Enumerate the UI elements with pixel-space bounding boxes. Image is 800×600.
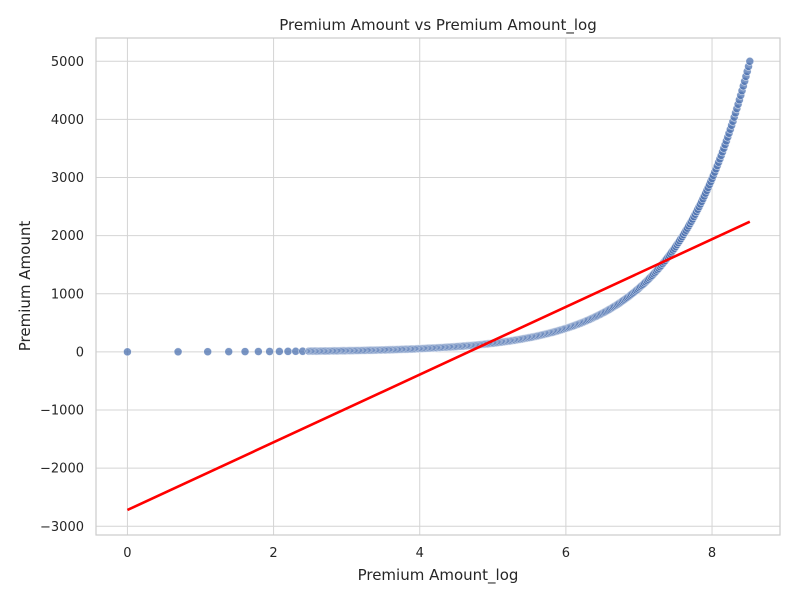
scatter-point	[283, 347, 293, 356]
x-tick-label: 0	[123, 546, 131, 561]
y-tick-label: 3000	[51, 171, 84, 186]
y-tick-label: 5000	[51, 55, 84, 70]
regression-line-layer	[126, 220, 751, 512]
scatter-point	[254, 347, 263, 356]
y-tick-labels: −3000 −2000 −1000 0 1000 2000 3000 4000 5000	[40, 55, 84, 535]
x-tick-label: 6	[562, 546, 570, 561]
scatter-point	[745, 57, 755, 66]
y-tick-label: −2000	[40, 462, 84, 477]
y-tick-label: 4000	[51, 113, 84, 128]
x-tick-labels: 0 2 4 6 8	[123, 546, 716, 561]
scatter-point	[275, 347, 284, 356]
scatter-point	[123, 347, 132, 357]
regression-line	[126, 220, 751, 512]
scatter-point	[240, 347, 250, 356]
scatter-point	[224, 347, 234, 356]
y-axis-label: Premium Amount	[16, 221, 34, 352]
scatter-point	[203, 347, 213, 357]
chart-title: Premium Amount vs Premium Amount_log	[279, 16, 597, 35]
scatter-points	[123, 57, 755, 357]
x-tick-label: 8	[708, 546, 716, 561]
grid-layer	[96, 38, 780, 535]
x-tick-label: 2	[269, 546, 277, 561]
scatter-point	[265, 347, 274, 356]
y-tick-label: 2000	[51, 229, 84, 244]
x-tick-label: 4	[416, 546, 424, 561]
y-tick-label: −3000	[40, 520, 84, 535]
scatter-point	[173, 347, 183, 357]
plot-frame	[95, 37, 781, 536]
y-tick-label: 1000	[51, 287, 84, 302]
x-axis-label: Premium Amount_log	[358, 566, 519, 585]
y-tick-label: 0	[76, 345, 84, 360]
y-tick-label: −1000	[40, 404, 84, 419]
